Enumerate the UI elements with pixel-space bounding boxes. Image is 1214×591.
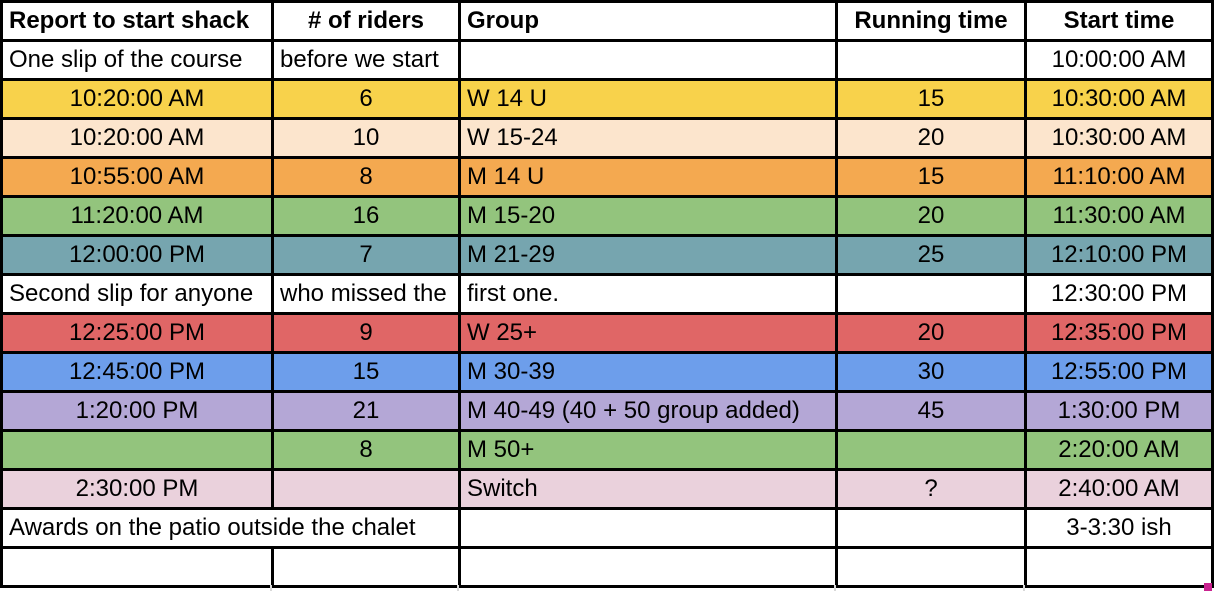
cell[interactable]: 1:20:00 PM [0, 390, 274, 432]
cell[interactable]: W 15-24 [458, 117, 838, 159]
cell[interactable]: M 50+ [458, 429, 838, 471]
cell[interactable] [1024, 546, 1214, 588]
cell[interactable]: 2:30:00 PM [0, 468, 274, 510]
cell[interactable]: Second slip for anyone [0, 273, 274, 315]
gridline-stub [270, 585, 272, 591]
cell[interactable]: Awards on the patio outside the chalet [0, 507, 461, 549]
cell[interactable]: 15 [835, 156, 1027, 198]
cell[interactable]: M 21-29 [458, 234, 838, 276]
table-row: 12:00:00 PM 7 M 21-29 25 12:10:00 PM [0, 234, 1214, 276]
cell[interactable] [271, 468, 461, 510]
cell[interactable]: Switch [458, 468, 838, 510]
table-row: 10:20:00 AM 6 W 14 U 15 10:30:00 AM [0, 78, 1214, 120]
cell[interactable]: M 40-49 (40 + 50 group added) [458, 390, 838, 432]
cell[interactable]: 15 [271, 351, 461, 393]
table-row: Awards on the patio outside the chalet 3-… [0, 507, 1214, 549]
cell[interactable]: 12:00:00 PM [0, 234, 274, 276]
cell[interactable] [458, 546, 838, 588]
cell[interactable]: 12:10:00 PM [1024, 234, 1214, 276]
gridline-stub [1023, 585, 1025, 591]
cell[interactable]: 10:20:00 AM [0, 78, 274, 120]
cell[interactable]: 20 [835, 195, 1027, 237]
cell[interactable]: 10:20:00 AM [0, 117, 274, 159]
header-cell[interactable]: Running time [835, 0, 1027, 42]
cell[interactable]: 9 [271, 312, 461, 354]
cell[interactable] [0, 429, 274, 471]
cell[interactable]: who missed the [271, 273, 461, 315]
schedule-body: One slip of the course before we start 10:… [0, 39, 1214, 588]
cell[interactable]: 10:30:00 AM [1024, 78, 1214, 120]
cell[interactable]: 25 [835, 234, 1027, 276]
cell[interactable]: 12:45:00 PM [0, 351, 274, 393]
cell[interactable]: 15 [835, 78, 1027, 120]
gridline-stub [457, 585, 459, 591]
cell[interactable]: 45 [835, 390, 1027, 432]
cell[interactable]: 20 [835, 312, 1027, 354]
cell[interactable]: 11:30:00 AM [1024, 195, 1214, 237]
cell[interactable] [835, 273, 1027, 315]
cell[interactable]: 10 [271, 117, 461, 159]
cell[interactable]: 2:20:00 AM [1024, 429, 1214, 471]
cell[interactable]: W 14 U [458, 78, 838, 120]
table-row: 1:20:00 PM 21 M 40-49 (40 + 50 group added… [0, 390, 1214, 432]
table-row: 10:55:00 AM 8 M 14 U 15 11:10:00 AM [0, 156, 1214, 198]
gridline-stub [834, 585, 836, 591]
table-row: 11:20:00 AM 16 M 15-20 20 11:30:00 AM [0, 195, 1214, 237]
header-cell[interactable]: Start time [1024, 0, 1214, 42]
cell[interactable]: One slip of the course [0, 39, 274, 81]
cell[interactable]: 7 [271, 234, 461, 276]
table-row: One slip of the course before we start 10:… [0, 39, 1214, 81]
cell[interactable] [835, 429, 1027, 471]
cell[interactable]: 21 [271, 390, 461, 432]
table-row: 2:30:00 PM Switch? 2:40:00 AM [0, 468, 1214, 510]
table-row: 10:20:00 AM 10 W 15-24 20 10:30:00 AM [0, 117, 1214, 159]
header-cell[interactable]: Group [458, 0, 838, 42]
cell[interactable]: W 25+ [458, 312, 838, 354]
table-row: 12:45:00 PM 15 M 30-39 30 12:55:00 PM [0, 351, 1214, 393]
cell[interactable] [458, 39, 838, 81]
cell[interactable]: 3-3:30 ish [1024, 507, 1214, 549]
table-row: Report to start shack # of riders Group Run… [0, 0, 1214, 42]
cell[interactable]: 12:30:00 PM [1024, 273, 1214, 315]
cell[interactable]: ? [835, 468, 1027, 510]
cell[interactable]: 8 [271, 429, 461, 471]
cell[interactable]: 10:55:00 AM [0, 156, 274, 198]
cell[interactable]: 16 [271, 195, 461, 237]
header-cell[interactable]: Report to start shack [0, 0, 274, 42]
cell[interactable] [835, 546, 1027, 588]
collaborator-cursor-marker [1204, 583, 1212, 591]
cell[interactable]: M 14 U [458, 156, 838, 198]
table-row: 12:25:00 PM 9 W 25+ 20 12:35:00 PM [0, 312, 1214, 354]
cell[interactable]: 10:00:00 AM [1024, 39, 1214, 81]
cell[interactable]: before we start [271, 39, 461, 81]
cell[interactable] [835, 507, 1027, 549]
cell[interactable]: M 30-39 [458, 351, 838, 393]
table-row: Second slip for anyone who missed the firs… [0, 273, 1214, 315]
cell[interactable]: M 15-20 [458, 195, 838, 237]
cell[interactable]: 12:55:00 PM [1024, 351, 1214, 393]
cell[interactable] [458, 507, 838, 549]
cell[interactable]: 8 [271, 156, 461, 198]
schedule-header-row: Report to start shack # of riders Group Run… [0, 0, 1214, 42]
cell[interactable]: 20 [835, 117, 1027, 159]
cell[interactable] [271, 546, 461, 588]
cell[interactable]: 2:40:00 AM [1024, 468, 1214, 510]
cell[interactable] [0, 546, 274, 588]
header-cell[interactable]: # of riders [271, 0, 461, 42]
cell[interactable]: first one. [458, 273, 838, 315]
cell[interactable]: 12:35:00 PM [1024, 312, 1214, 354]
table-row [0, 546, 1214, 588]
cell[interactable]: 1:30:00 PM [1024, 390, 1214, 432]
cell[interactable]: 10:30:00 AM [1024, 117, 1214, 159]
cell[interactable]: 11:10:00 AM [1024, 156, 1214, 198]
cell[interactable]: 6 [271, 78, 461, 120]
cell[interactable]: 12:25:00 PM [0, 312, 274, 354]
cell[interactable]: 11:20:00 AM [0, 195, 274, 237]
cell[interactable]: 30 [835, 351, 1027, 393]
cell[interactable] [835, 39, 1027, 81]
